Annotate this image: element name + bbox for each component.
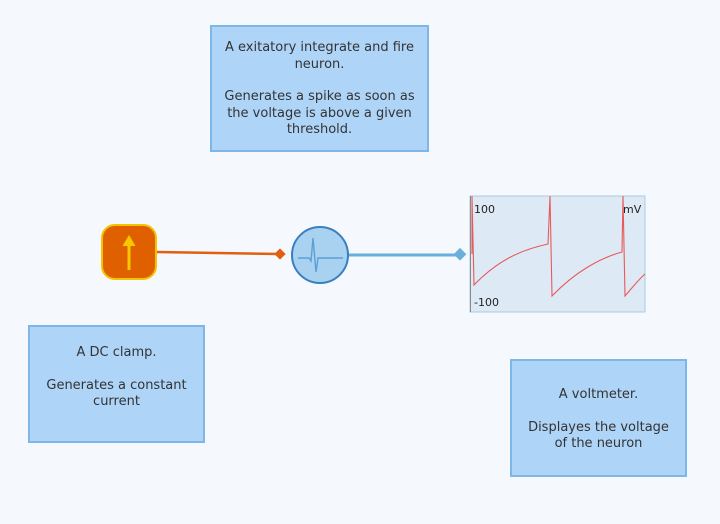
voltmeter-wire-connector[interactable] [453, 247, 467, 261]
y-min-label: -100 [474, 296, 499, 309]
neuron-note[interactable]: A exitatory integrate and fire neuron. G… [210, 25, 429, 152]
voltmeter-plot-area [469, 195, 646, 313]
neuron-note-description: Generates a spike as soon as the voltage… [224, 89, 415, 137]
y-max-label: 100 [474, 203, 495, 216]
voltmeter-note-description: Displayes the voltage of the neuron [528, 419, 669, 452]
voltmeter-node[interactable]: 100 -100 mV [469, 195, 646, 313]
voltage-trace [471, 195, 646, 298]
clamp-note[interactable]: A DC clamp. Generates a constant current [28, 325, 205, 443]
clamp-wire-connector[interactable] [274, 248, 286, 260]
voltmeter-note[interactable]: A voltmeter. Displayes the voltage of th… [510, 359, 687, 477]
spike-icon [298, 237, 343, 273]
clamp-note-description: Generates a constant current [46, 377, 187, 410]
neuron-note-title: A exitatory integrate and fire neuron. [225, 40, 414, 72]
clamp-note-title: A DC clamp. [76, 345, 157, 360]
clamp-to-neuron-wire[interactable] [155, 250, 281, 256]
dc-clamp-node[interactable] [101, 224, 157, 280]
neuron-node[interactable] [291, 226, 349, 284]
up-arrow-icon [122, 235, 136, 270]
unit-label: mV [623, 203, 642, 216]
voltmeter-note-title: A voltmeter. [558, 387, 639, 402]
